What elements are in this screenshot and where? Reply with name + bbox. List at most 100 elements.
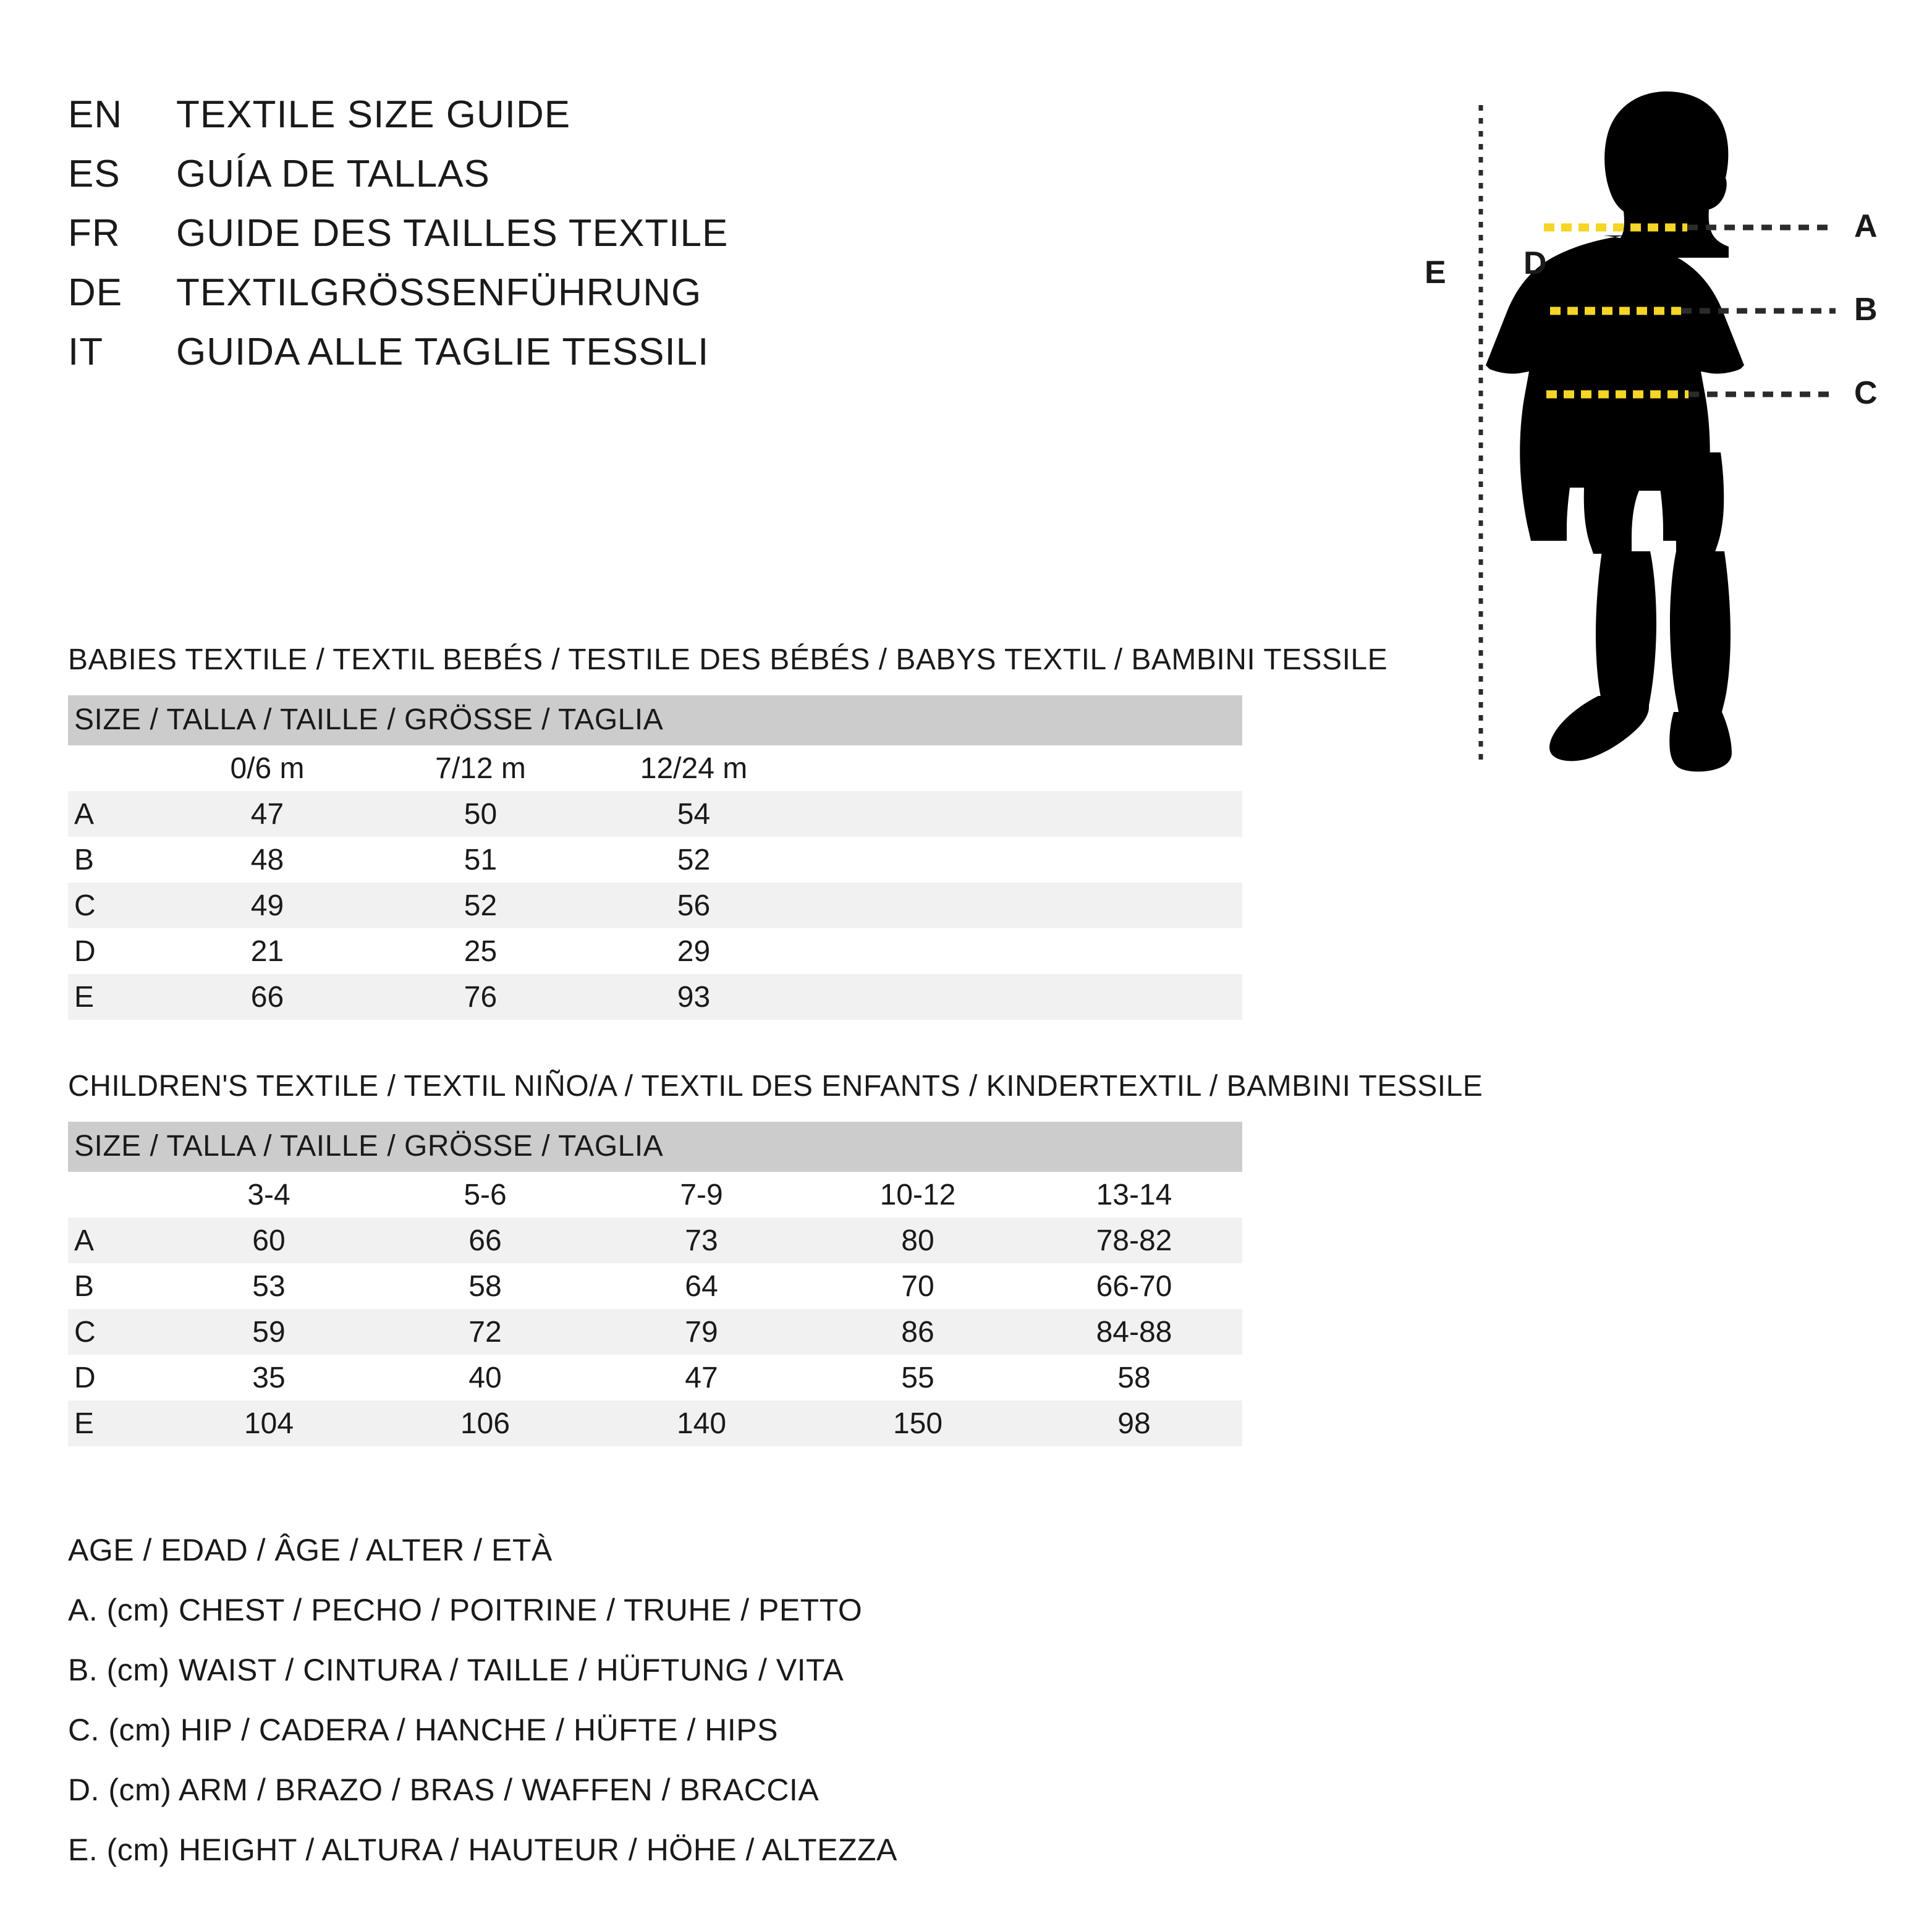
legend-item-arm: D. (cm) ARM / BRAZO / BRAS / WAFFEN / BR… <box>68 1773 820 1807</box>
language-title-en: TEXTILE SIZE GUIDE <box>176 93 571 136</box>
children-size-band-label: SIZE / TALLA / TAILLE / GRÖSSE / TAGLIA <box>68 1122 1242 1172</box>
column-header: 10-12 <box>810 1172 1026 1218</box>
cell-value: 50 <box>374 791 587 837</box>
language-row-it: IT GUIDA ALLE TAGLIE TESSILI <box>68 330 1119 389</box>
column-header: 13-14 <box>1026 1172 1242 1218</box>
cell-value: 59 <box>161 1309 377 1355</box>
row-label: C <box>68 1309 161 1355</box>
column-header: 7-9 <box>593 1172 810 1218</box>
cell-value: 25 <box>464 934 498 968</box>
cell-value: 52 <box>374 883 587 928</box>
legend-item-chest: A. (cm) CHEST / PECHO / POITRINE / TRUHE… <box>68 1593 863 1627</box>
cell-value: 79 <box>593 1309 810 1355</box>
cell-value: 52 <box>677 843 711 876</box>
table-row: B 53 58 64 70 66-70 <box>68 1263 1242 1309</box>
babies-section-title: BABIES TEXTILE / TEXTIL BEBÉS / TESTILE … <box>68 643 1388 676</box>
cell-value: 140 <box>593 1400 810 1446</box>
children-size-table: 3-4 5-6 7-9 10-12 13-14 A 60 66 73 80 78… <box>68 1172 1242 1446</box>
legend-item-height: E. (cm) HEIGHT / ALTURA / HAUTEUR / HÖHE… <box>68 1832 897 1867</box>
cell-value: 29 <box>677 934 711 968</box>
child-silhouette <box>1486 91 1744 772</box>
cell-value: 35 <box>252 1361 286 1394</box>
cell-value: 104 <box>161 1400 377 1446</box>
cell-value: 72 <box>377 1309 593 1355</box>
babies-size-table: 0/6 m 7/12 m 12/24 m A 47 50 54 B 48 51 … <box>68 745 1242 1020</box>
row-label: C <box>68 883 161 928</box>
table-row: D 35 40 47 55 58 <box>68 1355 1242 1400</box>
table-row: C 59 72 79 86 84-88 <box>68 1309 1242 1355</box>
measurement-legend: AGE / EDAD / ÂGE / ALTER / ETÀ A. (cm) C… <box>68 1520 1180 1880</box>
column-header: 12/24 m <box>587 745 800 791</box>
figure-label-d: D <box>1523 245 1547 281</box>
figure-label-a: A <box>1854 208 1878 244</box>
language-row-de: DE TEXTILGRÖSSENFÜHRUNG <box>68 271 1119 330</box>
row-label: D <box>74 1361 96 1394</box>
cell-value: 51 <box>464 843 498 876</box>
children-size-section: CHILDREN'S TEXTILE / TEXTIL NIÑO/A / TEX… <box>68 1069 1483 1446</box>
cell-value: 58 <box>468 1269 502 1303</box>
row-label: E <box>68 1400 161 1446</box>
column-header: 3-4 <box>161 1172 377 1218</box>
column-header: 7/12 m <box>374 745 587 791</box>
cell-value: 84-88 <box>1026 1309 1242 1355</box>
language-code-en: EN <box>68 93 123 136</box>
filler-cell <box>800 883 1242 928</box>
row-label: B <box>74 843 95 876</box>
row-label: E <box>68 974 161 1020</box>
row-label: A <box>68 1218 161 1263</box>
legend-item-waist: B. (cm) WAIST / CINTURA / TAILLE / HÜFTU… <box>68 1653 844 1687</box>
cell-value: 53 <box>252 1269 286 1303</box>
cell-value: 98 <box>1026 1400 1242 1446</box>
language-code-de: DE <box>68 271 123 314</box>
column-header: 5-6 <box>377 1172 593 1218</box>
table-header-row: 3-4 5-6 7-9 10-12 13-14 <box>68 1172 1242 1218</box>
figure-label-b: B <box>1854 292 1878 328</box>
cell-value: 60 <box>161 1218 377 1263</box>
filler-cell <box>800 928 1242 974</box>
table-row: A 47 50 54 <box>68 791 1242 837</box>
language-row-es: ES GUÍA DE TALLAS <box>68 152 1119 211</box>
language-code-it: IT <box>68 331 104 373</box>
column-header: 0/6 m <box>161 745 374 791</box>
cell-value: 70 <box>901 1269 934 1303</box>
cell-value: 150 <box>810 1400 1026 1446</box>
language-title-es: GUÍA DE TALLAS <box>176 153 490 195</box>
table-header-row: 0/6 m 7/12 m 12/24 m <box>68 745 1242 791</box>
cell-value: 86 <box>810 1309 1026 1355</box>
babies-size-band-label: SIZE / TALLA / TAILLE / GRÖSSE / TAGLIA <box>68 695 1242 745</box>
cell-value: 48 <box>250 843 284 876</box>
cell-value: 93 <box>587 974 800 1020</box>
table-row: E 66 76 93 <box>68 974 1242 1020</box>
filler-cell <box>800 745 1242 791</box>
legend-item-hip: C. (cm) HIP / CADERA / HANCHE / HÜFTE / … <box>68 1713 778 1747</box>
cell-value: 47 <box>161 791 374 837</box>
cell-value: 47 <box>685 1361 718 1394</box>
filler-cell <box>800 837 1242 883</box>
cell-value: 58 <box>1117 1361 1151 1394</box>
cell-value: 21 <box>250 934 284 968</box>
babies-size-section: BABIES TEXTILE / TEXTIL BEBÉS / TESTILE … <box>68 643 1388 1020</box>
cell-value: 80 <box>810 1218 1026 1263</box>
filler-cell <box>800 974 1242 1020</box>
figure-label-e: E <box>1425 255 1446 290</box>
cell-value: 78-82 <box>1026 1218 1242 1263</box>
language-title-fr: GUIDE DES TAILLES TEXTILE <box>176 212 729 255</box>
language-code-fr: FR <box>68 212 121 255</box>
child-silhouette-diagram <box>1478 91 1836 772</box>
cell-value: 76 <box>374 974 587 1020</box>
cell-value: 54 <box>587 791 800 837</box>
row-label: A <box>68 791 161 837</box>
row-label: D <box>74 934 96 968</box>
table-row: A 60 66 73 80 78-82 <box>68 1218 1242 1263</box>
figure-label-c: C <box>1854 375 1878 411</box>
cell-value: 66 <box>377 1218 593 1263</box>
cell-value: 66 <box>161 974 374 1020</box>
language-row-fr: FR GUIDE DES TAILLES TEXTILE <box>68 211 1119 271</box>
cell-value: 73 <box>593 1218 810 1263</box>
measurement-diagram: E D A B C <box>1409 74 1916 785</box>
language-row-en: EN TEXTILE SIZE GUIDE <box>68 93 1119 152</box>
corner-cell <box>68 1172 161 1218</box>
cell-value: 56 <box>587 883 800 928</box>
language-header-block: EN TEXTILE SIZE GUIDE ES GUÍA DE TALLAS … <box>68 93 1119 389</box>
cell-value: 49 <box>161 883 374 928</box>
